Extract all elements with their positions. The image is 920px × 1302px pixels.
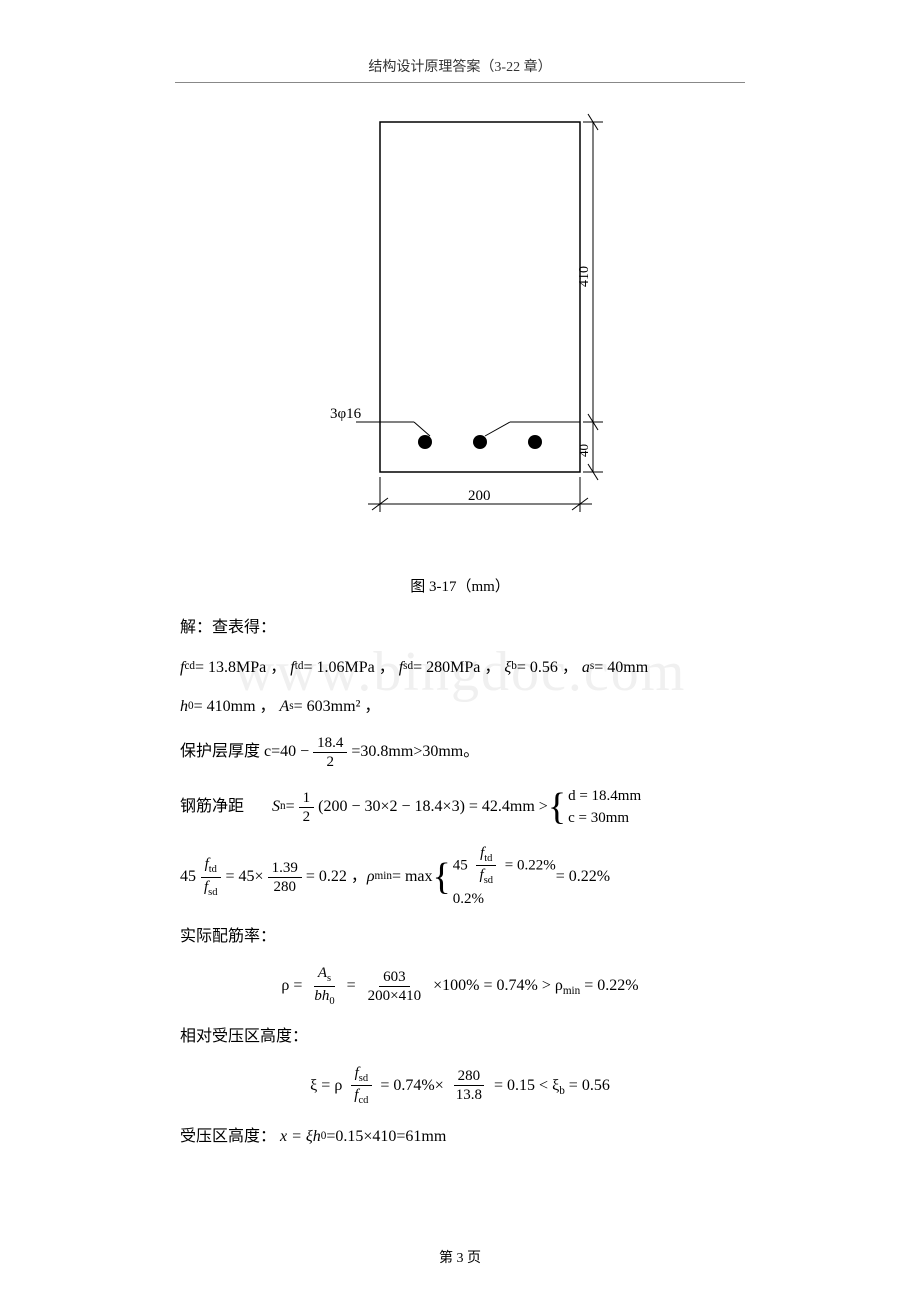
dim-40: 40: [576, 444, 591, 457]
actual-ratio-eq: ρ = As bh0 = 603200×410 ×100% = 0.74% > …: [180, 964, 740, 1008]
comp-height: 受压区高度： x = ξh0=0.15×410=61mm: [180, 1124, 740, 1150]
page-header: 结构设计原理答案（3-22 章）: [0, 56, 920, 76]
content-body: 图 3-17（mm） 解：查表得： fcd = 13.8MPa ， ftd = …: [180, 575, 740, 1164]
rel-height-eq: ξ = ρ fsd fcd = 0.74%× 28013.8 = 0.15 < …: [180, 1064, 740, 1108]
actual-ratio-label: 实际配筋率：: [180, 924, 740, 950]
cover-thickness: 保护层厚度 c=40 − 18.42 =30.8mm>30mm。: [180, 734, 740, 771]
header-rule: [175, 82, 745, 83]
dim-410: 410: [577, 266, 592, 287]
page-footer: 第 3 页: [0, 1247, 920, 1267]
figure-caption: 图 3-17（mm）: [180, 575, 740, 599]
params-line-2: h0 = 410mm ， As = 603mm² ，: [180, 694, 740, 720]
intro-line: 解：查表得：: [180, 615, 740, 641]
rebar-label: 3φ16: [330, 406, 362, 422]
rebar-spacing: 钢筋净距 Sn = 12 (200 − 30×2 − 18.4×3) = 42.…: [180, 785, 740, 830]
params-line-1: fcd = 13.8MPa ， ftd = 1.06MPa ， fsd = 28…: [180, 655, 740, 681]
cross-section-diagram: 3φ16 410 40 200: [330, 112, 610, 532]
rel-height-label: 相对受压区高度：: [180, 1024, 740, 1050]
ratio-45: 45 ftd fsd = 45× 1.39280 = 0.22 ， ρmin =…: [180, 844, 740, 911]
dim-200: 200: [468, 488, 491, 504]
